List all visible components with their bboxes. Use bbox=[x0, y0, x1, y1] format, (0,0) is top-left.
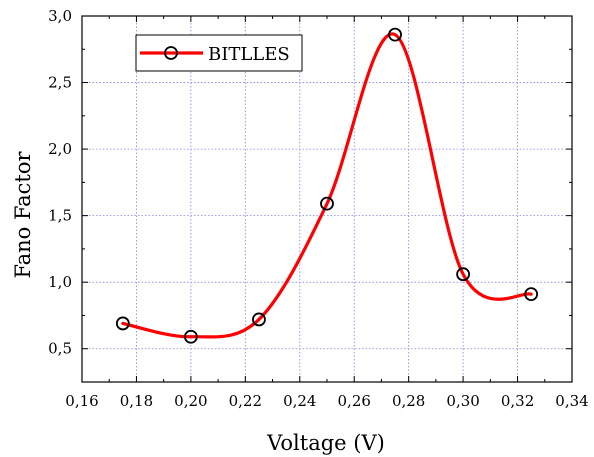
x-tick-label: 0,30 bbox=[446, 392, 479, 410]
legend-label: BITLLES bbox=[208, 44, 290, 65]
x-axis-title: Voltage (V) bbox=[266, 431, 385, 455]
series-line-bitlles bbox=[121, 32, 533, 339]
x-tick-labels: 0,16 0,18 0,20 0,22 0,24 0,26 0,28 0,30 0,32 0,34 bbox=[65, 392, 588, 410]
data-point bbox=[115, 316, 130, 331]
legend: BITLLES bbox=[135, 34, 303, 72]
x-tick-label: 0,24 bbox=[283, 392, 316, 410]
axis-ticks bbox=[81, 15, 573, 382]
y-tick-label: 2,5 bbox=[48, 74, 72, 92]
x-tick-label: 0,32 bbox=[501, 392, 534, 410]
y-tick-label: 1,5 bbox=[48, 207, 72, 225]
y-tick-label: 0,5 bbox=[48, 340, 72, 358]
y-tick-label: 2,0 bbox=[48, 140, 72, 158]
y-tick-label: 3,0 bbox=[48, 7, 72, 25]
data-point bbox=[320, 196, 334, 211]
x-tick-label: 0,22 bbox=[229, 392, 262, 410]
x-tick-label: 0,18 bbox=[120, 392, 153, 410]
data-point bbox=[183, 329, 198, 344]
data-point bbox=[456, 267, 471, 282]
grid-lines bbox=[82, 16, 572, 382]
x-tick-label: 0,28 bbox=[392, 392, 425, 410]
x-tick-label: 0,20 bbox=[174, 392, 207, 410]
legend-marker-sample bbox=[164, 46, 178, 60]
y-tick-labels: 0,5 1,0 1,5 2,0 2,5 3,0 bbox=[48, 7, 72, 358]
data-point bbox=[252, 312, 266, 327]
y-axis-title: Fano Factor bbox=[11, 151, 35, 279]
x-tick-label: 0,34 bbox=[555, 392, 588, 410]
x-tick-label: 0,16 bbox=[65, 392, 98, 410]
y-tick-label: 1,0 bbox=[48, 273, 72, 291]
series-markers bbox=[115, 27, 539, 344]
data-point bbox=[388, 27, 402, 42]
data-point bbox=[524, 287, 539, 302]
x-tick-label: 0,26 bbox=[338, 392, 371, 410]
